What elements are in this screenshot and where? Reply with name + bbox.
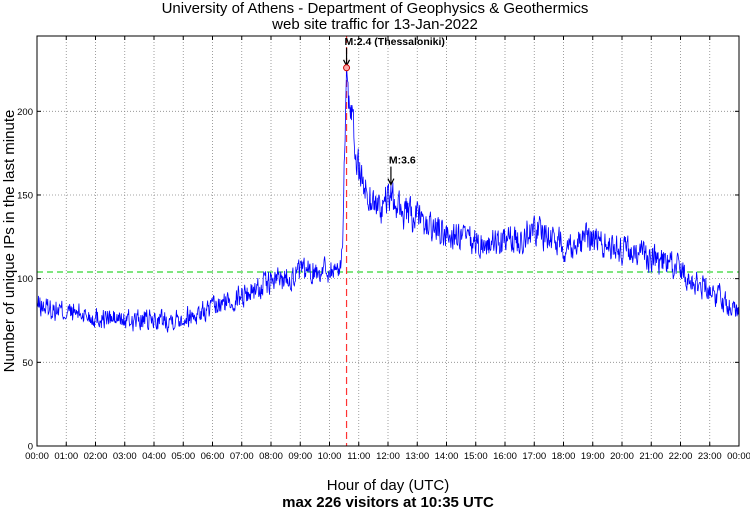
annotation-label: M:2.4 (Thessaloniki): [345, 36, 445, 48]
annotation-label: M:3.6: [389, 155, 416, 167]
annotation-arrow-head: [387, 178, 395, 186]
grid-layer: [37, 36, 739, 446]
x-tick-label: 21:00: [639, 451, 663, 462]
x-tick-label: 13:00: [405, 451, 429, 462]
x-tick-label: 18:00: [552, 451, 576, 462]
x-axis-label: Hour of day (UTC): [327, 477, 450, 494]
x-tick-label: 09:00: [288, 451, 312, 462]
annotation-layer: M:2.4 (Thessaloniki) M:3.6: [343, 36, 445, 186]
x-tick-label: 19:00: [581, 451, 605, 462]
reference-layer: [37, 36, 739, 446]
x-tick-label: 03:00: [113, 451, 137, 462]
y-tick-label: 150: [17, 190, 33, 201]
x-tick-label: 08:00: [259, 451, 283, 462]
max-visitors-caption: max 226 visitors at 10:35 UTC: [282, 494, 494, 511]
y-tick-label: 0: [28, 442, 33, 453]
x-tick-label: 06:00: [201, 451, 225, 462]
x-tick-label: 11:00: [347, 451, 370, 462]
chart-title-line-1: University of Athens - Department of Geo…: [162, 0, 589, 17]
x-tick-label: 04:00: [142, 451, 166, 462]
x-tick-label: 14:00: [435, 451, 459, 462]
max-point-marker: [343, 64, 351, 72]
tick-layer: 00:00 01:00 02:00 03:00 04:00 05:00 06:00 07:00…: [17, 36, 750, 462]
x-tick-label: 05:00: [171, 451, 195, 462]
x-tick-label: 02:00: [84, 451, 108, 462]
y-axis-label: Number of unique IPs in the last minute: [1, 110, 18, 373]
y-tick-label: 100: [17, 274, 33, 285]
x-tick-label: 16:00: [493, 451, 517, 462]
chart-title-line-2: web site traffic for 13-Jan-2022: [271, 16, 478, 33]
x-tick-label: 23:00: [698, 451, 722, 462]
x-tick-label: 10:00: [318, 451, 342, 462]
y-tick-label: 50: [22, 358, 33, 369]
x-tick-label: 17:00: [522, 451, 546, 462]
x-tick-label: 01:00: [54, 451, 78, 462]
y-tick-label: 200: [17, 107, 33, 118]
x-tick-label: 00:00: [25, 451, 49, 462]
x-tick-label: 20:00: [610, 451, 634, 462]
series-layer: [36, 67, 740, 333]
series-line: [36, 67, 740, 333]
x-tick-label: 15:00: [464, 451, 488, 462]
x-tick-label: 12:00: [376, 451, 400, 462]
x-tick-label: 07:00: [230, 451, 254, 462]
x-tick-label: 22:00: [669, 451, 693, 462]
x-tick-label: 00:00: [727, 451, 750, 462]
